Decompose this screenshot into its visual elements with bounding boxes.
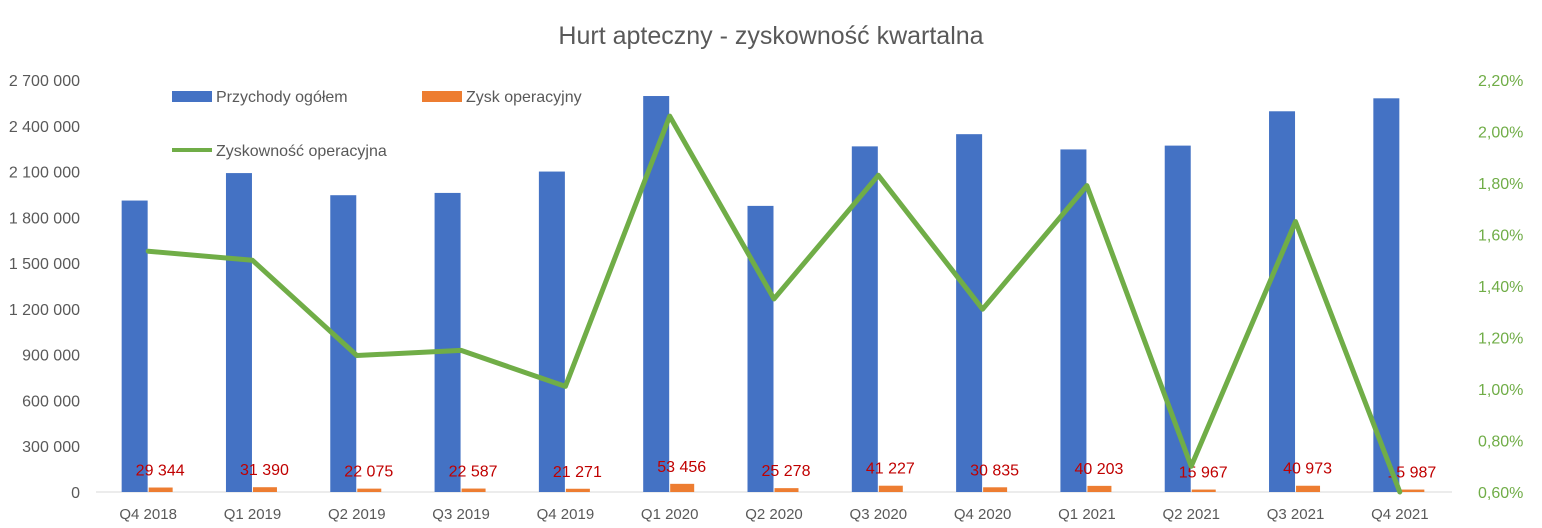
profit-data-label: 22 075 [344, 464, 393, 481]
left-tick-label: 600 000 [22, 393, 80, 410]
profit-bar [565, 488, 590, 492]
right-tick-label: 0,80% [1478, 434, 1523, 451]
legend: Przychody ogółem Zysk operacyjny Zyskown… [172, 89, 582, 160]
profit-data-label: 40 203 [1074, 461, 1123, 478]
profit-data-label: 41 227 [866, 461, 915, 478]
profit-bar [357, 488, 382, 492]
right-tick-label: 0,60% [1478, 485, 1523, 502]
left-tick-label: 900 000 [22, 348, 80, 365]
revenue-bar [956, 134, 983, 493]
revenue-bar [747, 205, 774, 492]
profit-data-label: 30 835 [970, 462, 1019, 479]
profit-bar [252, 487, 277, 492]
profit-data-label: 21 271 [553, 464, 602, 481]
left-tick-label: 2 400 000 [9, 119, 80, 136]
right-tick-label: 1,80% [1478, 176, 1523, 193]
revenue-bar [643, 96, 670, 493]
left-tick-label: 2 100 000 [9, 165, 80, 182]
x-tick-label: Q4 2018 [119, 506, 177, 523]
right-tick-label: 1,60% [1478, 228, 1523, 245]
legend-swatch-revenue [172, 91, 212, 102]
revenue-bar [434, 192, 461, 492]
revenue-bar [1269, 111, 1296, 492]
profit-bar [774, 488, 799, 492]
profit-data-label: 31 390 [240, 462, 289, 479]
profit-data-label: 53 456 [657, 459, 706, 476]
margin-line-series [145, 113, 1403, 495]
profit-bar [983, 487, 1008, 492]
left-axis: 0 300 000 600 000 900 000 1 200 000 1 500 000… [9, 73, 80, 502]
x-tick-label: Q3 2019 [432, 506, 490, 523]
x-tick-label: Q1 2020 [641, 506, 699, 523]
profit-bar [461, 488, 486, 492]
legend-label-margin: Zyskowność operacyjna [216, 143, 387, 160]
x-axis: Q4 2018 Q1 2019 Q2 2019 Q3 2019 Q4 2019 Q1 20… [119, 506, 1428, 523]
right-tick-label: 1,00% [1478, 382, 1523, 399]
legend-label-revenue: Przychody ogółem [216, 89, 348, 106]
right-axis: 0,60% 0,80% 1,00% 1,20% 1,40% 1,60% 1,80% 2,00%… [1478, 73, 1523, 502]
right-tick-label: 2,00% [1478, 125, 1523, 142]
x-tick-label: Q4 2020 [954, 506, 1012, 523]
x-tick-label: Q3 2021 [1267, 506, 1325, 523]
chart-title: Hurt apteczny - zyskowność kwartalna [558, 22, 983, 50]
profit-bar [878, 485, 903, 492]
x-tick-label: Q1 2021 [1058, 506, 1116, 523]
revenue-bar [1164, 145, 1191, 493]
profit-data-label: 25 278 [762, 463, 811, 480]
left-tick-label: 2 700 000 [9, 73, 80, 90]
profit-bar [1296, 485, 1321, 492]
x-tick-label: Q1 2019 [224, 506, 282, 523]
profit-data-label: 29 344 [136, 463, 185, 480]
left-tick-label: 0 [71, 485, 80, 502]
legend-swatch-profit [422, 91, 462, 102]
right-tick-label: 1,20% [1478, 331, 1523, 348]
profit-data-label: 22 587 [449, 464, 498, 481]
x-tick-label: Q2 2019 [328, 506, 386, 523]
left-tick-label: 300 000 [22, 439, 80, 456]
x-tick-label: Q3 2020 [850, 506, 908, 523]
revenue-bar [1060, 149, 1087, 492]
left-tick-label: 1 200 000 [9, 302, 80, 319]
legend-label-profit: Zysk operacyjny [466, 89, 582, 106]
profit-bar [1400, 489, 1425, 492]
right-tick-label: 2,20% [1478, 73, 1523, 90]
profit-bar [148, 487, 173, 492]
profit-data-label: 40 973 [1283, 461, 1332, 478]
profit-bar [1191, 489, 1216, 492]
profit-data-label: 15 967 [1179, 465, 1228, 482]
x-tick-label: Q2 2021 [1162, 506, 1220, 523]
profit-bar [1087, 485, 1112, 492]
right-tick-label: 1,40% [1478, 279, 1523, 296]
x-tick-label: Q4 2019 [537, 506, 595, 523]
profit-bar [670, 483, 695, 492]
profit-bars [148, 483, 1425, 492]
revenue-bar [538, 171, 565, 493]
x-tick-label: Q2 2020 [745, 506, 803, 523]
revenue-bars [121, 96, 1400, 493]
revenue-bar [1373, 98, 1400, 493]
revenue-bar [225, 173, 252, 492]
x-tick-label: Q4 2021 [1371, 506, 1429, 523]
profit-data-label: 15 987 [1387, 465, 1436, 482]
revenue-bar [121, 200, 148, 492]
profit-data-labels: 29 344 31 390 22 075 22 587 21 271 53 456 25 2… [136, 459, 1437, 482]
left-tick-label: 1 800 000 [9, 210, 80, 227]
left-tick-label: 1 500 000 [9, 256, 80, 273]
